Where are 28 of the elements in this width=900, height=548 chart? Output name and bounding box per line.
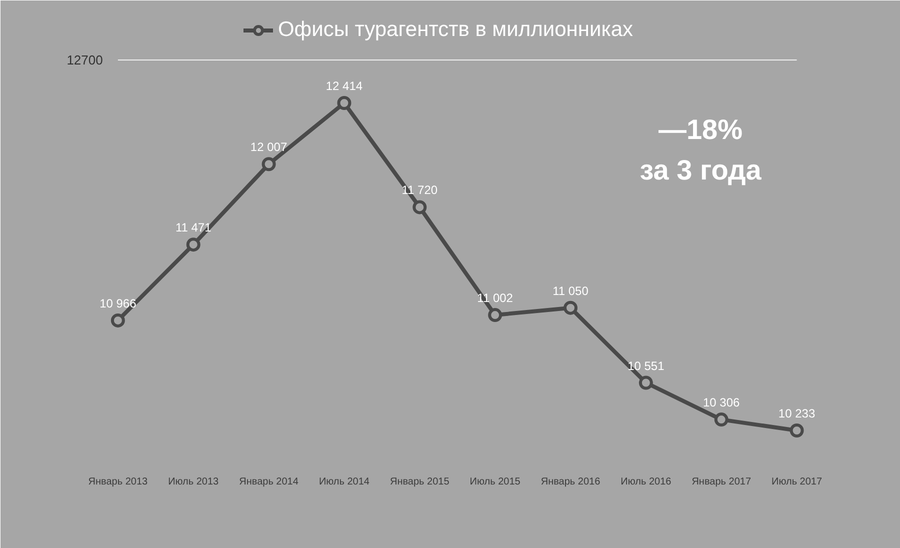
point: [638, 376, 653, 390]
x-tick-label: Июль 2017: [772, 476, 822, 488]
x-tick-label: Июль 2016: [620, 476, 672, 488]
point: [337, 96, 352, 110]
x-tick-label: Январь 2014: [239, 476, 299, 488]
point: [790, 424, 804, 438]
point: [412, 200, 427, 214]
data-label: 11 050: [552, 284, 589, 298]
point: [262, 157, 276, 172]
data-label: 10 233: [778, 406, 816, 421]
point: [564, 300, 578, 315]
point: [186, 238, 200, 252]
x-tick-label: Январь 2013: [88, 476, 148, 488]
x-tick-label: Январь 2016: [540, 476, 601, 488]
x-tick-label: Июль 2015: [470, 476, 521, 488]
legend-label: Офисы турагентств в миллионниках: [278, 18, 634, 42]
x-tick-label: Июль 2014: [318, 476, 370, 488]
point: [714, 412, 728, 427]
data-label: 10 306: [703, 396, 740, 410]
x-tick-label: Январь 2015: [390, 476, 450, 488]
point: [110, 313, 125, 328]
ref-line-label: 12700: [66, 52, 103, 68]
x-tick-label: Июль 2013: [168, 476, 220, 488]
data-label: 12 414: [326, 79, 363, 93]
point: [488, 308, 502, 322]
data-label: 12 007: [250, 140, 288, 154]
x-tick-label: Январь 2017: [692, 476, 752, 488]
annotation: —18% за 3 года: [640, 114, 762, 186]
